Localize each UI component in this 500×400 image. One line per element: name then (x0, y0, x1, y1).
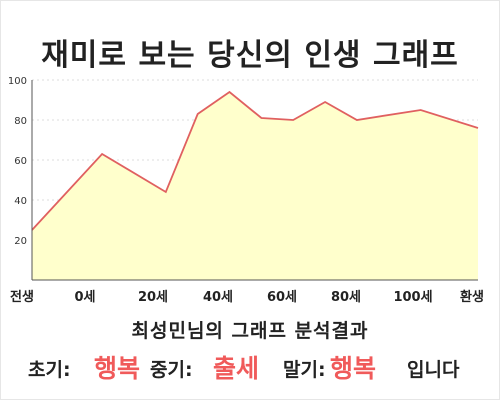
x-tick-label: 0세 (74, 290, 95, 305)
y-tick-label: 40 (14, 196, 27, 207)
x-tick-labels: 전생 0세 20세 40세 60세 80세 100세 환생 (10, 289, 484, 305)
x-tick-label: 전생 (10, 289, 34, 305)
life-area-fill (32, 92, 478, 280)
early-label: 초기: (28, 359, 71, 381)
result-subtitle: 최성민님의 그래프 분석결과 (131, 320, 369, 342)
late-label: 말기: (283, 359, 326, 381)
late-value: 행복 (330, 354, 377, 383)
result-ending: 입니다 (407, 359, 460, 381)
early-value: 행복 (94, 354, 141, 383)
mid-label: 중기: (150, 359, 193, 381)
life-series-line (31, 90, 479, 231)
x-tick-label: 100세 (393, 290, 432, 305)
life-graph-chart: 20 40 60 80 100 전생 0세 20세 40세 60세 80세 100세 환생 (8, 76, 484, 305)
x-tick-label: 40세 (203, 290, 233, 305)
y-tick-label: 80 (14, 116, 27, 127)
y-tick-label: 20 (14, 236, 27, 247)
x-tick-label: 20세 (138, 290, 168, 305)
y-tick-label: 60 (14, 156, 27, 167)
x-tick-label: 80세 (331, 290, 361, 305)
y-tick-label: 100 (8, 76, 27, 87)
mid-value: 출세 (213, 354, 260, 383)
y-tick-labels: 20 40 60 80 100 (8, 76, 27, 247)
x-tick-label: 60세 (267, 290, 297, 305)
result-summary: 초기: 행복 중기: 출세 말기: 행복 입니다 (0, 346, 500, 383)
page-title: 재미로 보는 당신의 인생 그래프 (41, 38, 459, 73)
x-tick-label: 환생 (460, 289, 484, 305)
